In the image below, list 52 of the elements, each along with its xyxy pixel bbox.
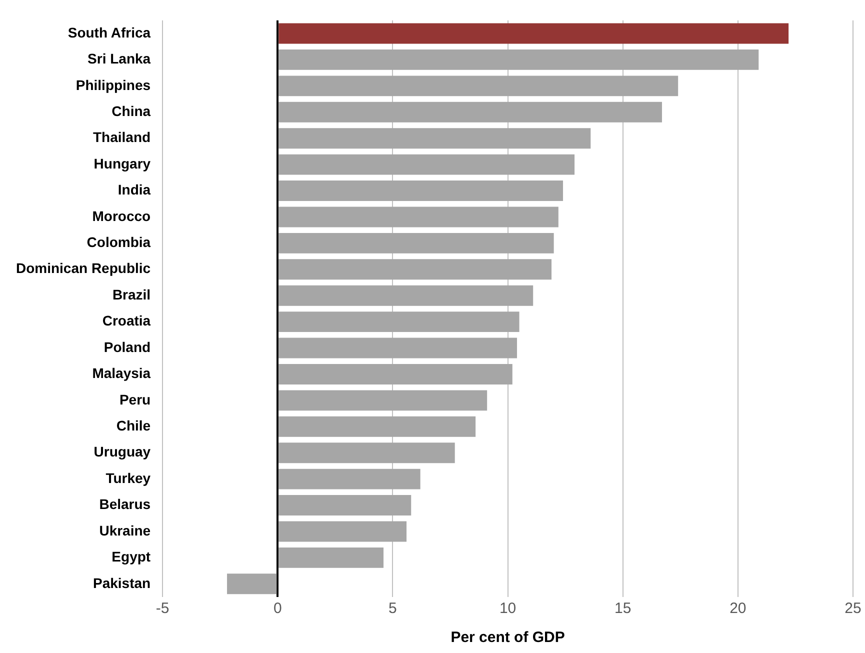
y-tick-label: Morocco [92, 208, 151, 224]
bar [278, 180, 564, 201]
bar [278, 102, 662, 122]
bar [278, 23, 789, 44]
bar [278, 468, 420, 490]
x-tick-label: 10 [499, 600, 516, 618]
y-tick-label: Chile [116, 418, 151, 434]
y-tick-label: Brazil [112, 286, 151, 302]
y-tick-label: South Africa [68, 24, 151, 40]
y-tick-label: Turkey [106, 470, 151, 486]
bar [278, 206, 558, 228]
bar [278, 390, 488, 411]
bar [278, 128, 591, 149]
y-tick-label: Colombia [86, 234, 151, 250]
x-tick-label: -5 [156, 600, 170, 618]
bar [278, 312, 520, 332]
y-tick-label: Hungary [94, 155, 151, 172]
bar [278, 259, 552, 280]
y-tick-label: Malaysia [92, 365, 151, 382]
bar [278, 547, 384, 568]
y-tick-label: Uruguay [94, 444, 151, 460]
x-tick-label: 15 [614, 600, 632, 618]
y-tick-label: Egypt [112, 548, 151, 565]
bar [278, 49, 759, 70]
x-tick-label: 0 [273, 600, 282, 618]
y-tick-label: Belarus [99, 496, 151, 512]
bar [227, 574, 277, 594]
bar [278, 338, 517, 358]
bar [278, 416, 476, 437]
y-tick-label: Poland [104, 338, 151, 355]
y-tick-label: China [112, 102, 151, 119]
y-tick-label: Thailand [93, 129, 151, 146]
bar [278, 364, 512, 384]
y-tick-label: Ukraine [99, 522, 151, 538]
bar [278, 285, 534, 306]
y-tick-label: Pakistan [92, 574, 151, 591]
bar [278, 232, 554, 254]
x-axis-title: Per cent of GDP [450, 629, 565, 646]
bar [278, 442, 455, 464]
y-tick-label: Sri Lanka [88, 50, 151, 67]
x-tick-label: 25 [844, 600, 862, 618]
y-tick-label: India [118, 182, 151, 198]
y-tick-label: Dominican Republic [16, 260, 151, 276]
bar [278, 154, 575, 175]
bar [278, 521, 407, 542]
bar [278, 76, 678, 96]
x-tick-label: 20 [730, 600, 746, 618]
y-tick-label: Croatia [102, 312, 151, 329]
x-tick-label: 5 [388, 600, 397, 618]
bar [278, 495, 412, 516]
y-tick-label: Philippines [76, 76, 151, 93]
y-tick-label: Peru [119, 391, 151, 408]
